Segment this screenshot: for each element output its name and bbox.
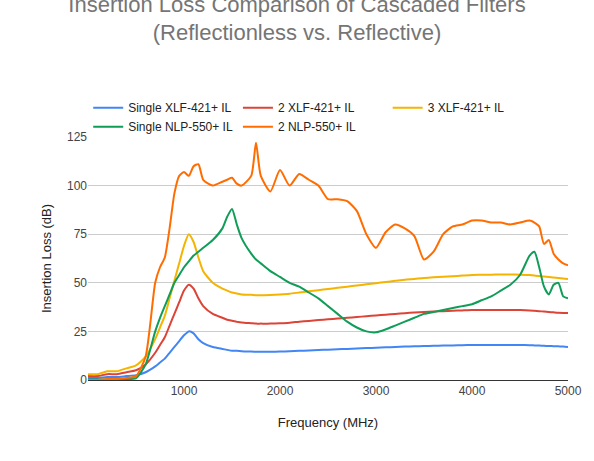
svg-text:Insertion Loss (dB): Insertion Loss (dB) [39,204,54,313]
svg-text:100: 100 [67,179,87,193]
svg-text:3 XLF-421+ IL: 3 XLF-421+ IL [428,101,505,115]
svg-text:Insertion Loss Comparison of C: Insertion Loss Comparison of Cascaded Fi… [68,0,525,45]
svg-text:1000: 1000 [171,384,198,398]
svg-text:Frequency (MHz): Frequency (MHz) [278,415,378,430]
svg-text:Single NLP-550+ IL: Single NLP-550+ IL [128,120,233,134]
svg-text:5000: 5000 [555,384,582,398]
svg-text:2 XLF-421+ IL: 2 XLF-421+ IL [278,101,355,115]
svg-text:Single XLF-421+ IL: Single XLF-421+ IL [128,101,231,115]
svg-text:25: 25 [74,325,88,339]
svg-text:2000: 2000 [267,384,294,398]
svg-text:2 NLP-550+ IL: 2 NLP-550+ IL [278,120,356,134]
svg-text:0: 0 [80,373,87,387]
svg-text:50: 50 [74,276,88,290]
svg-text:125: 125 [67,130,87,144]
svg-text:4000: 4000 [459,384,486,398]
svg-text:75: 75 [74,227,88,241]
svg-text:3000: 3000 [363,384,390,398]
